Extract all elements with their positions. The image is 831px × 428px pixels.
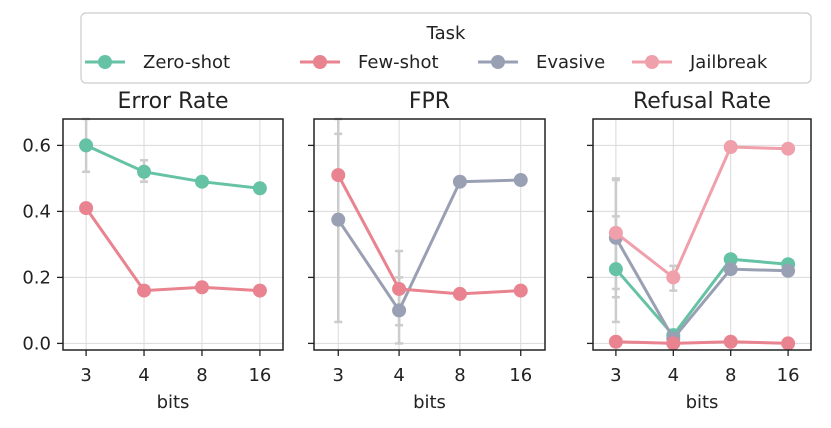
data-point-evasive [331, 212, 346, 227]
data-point-jailbreak [723, 140, 738, 155]
data-point-few-shot [194, 280, 209, 295]
x-tick-label: 4 [393, 365, 404, 386]
x-axis-label: bits [157, 392, 190, 413]
y-tick-label: 0.0 [22, 333, 51, 354]
data-point-jailbreak [608, 225, 623, 240]
y-tick-label: 0.6 [22, 135, 51, 156]
chart-panels: Error Rate 0.0 0.2 0.4 0.6 3 4 8 16 bits FPR 3 4 8 16 b… [22, 89, 812, 413]
legend-entry-evasive: Evasive [478, 52, 605, 73]
legend-label: Evasive [536, 52, 605, 73]
data-point-few-shot [79, 201, 94, 216]
data-point-zero-shot [137, 164, 152, 179]
series-line-few-shot [84, 207, 260, 293]
data-point-zero-shot [723, 252, 738, 267]
data-point-jailbreak [666, 270, 681, 285]
x-tick-label: 8 [454, 365, 465, 386]
x-tick-label: 3 [610, 365, 621, 386]
panel-title: Refusal Rate [633, 89, 771, 114]
data-point-zero-shot [79, 138, 94, 153]
x-tick-label: 3 [80, 365, 91, 386]
data-point-few-shot [723, 334, 738, 349]
x-tick-label: 16 [509, 365, 532, 386]
panel-refusal-rate: Refusal Rate 3 4 8 16 bits [587, 89, 812, 413]
series-line-evasive [337, 178, 521, 314]
axes-frame [313, 118, 546, 351]
y-tick-label: 0.4 [22, 201, 51, 222]
legend: Task Zero-shot Few-shot Evasive Jailbreak [80, 12, 812, 84]
x-tick-label: 8 [196, 365, 207, 386]
series-line-few-shot [615, 340, 789, 345]
data-point-few-shot [252, 283, 267, 298]
data-point-evasive [452, 174, 467, 189]
panel-title: FPR [409, 89, 450, 114]
data-point-zero-shot [252, 181, 267, 196]
data-point-evasive [723, 262, 738, 277]
data-point-few-shot [513, 283, 528, 298]
legend-frame [80, 12, 812, 84]
legend-marker [645, 55, 659, 69]
data-point-few-shot [452, 286, 467, 301]
legend-entry-zero-shot: Zero-shot [85, 52, 230, 73]
panel-fpr: FPR 3 4 8 16 bits [308, 89, 546, 413]
data-point-jailbreak [781, 141, 796, 156]
data-point-few-shot [666, 336, 681, 351]
legend-label: Jailbreak [689, 52, 768, 73]
legend-marker [491, 55, 505, 69]
series-line-jailbreak [614, 145, 789, 280]
x-tick-label: 3 [333, 365, 344, 386]
legend-label: Zero-shot [143, 52, 230, 73]
axes-frame [62, 118, 284, 351]
x-tick-label: 16 [777, 365, 800, 386]
series-line-zero-shot [85, 144, 261, 190]
series-line-few-shot [336, 174, 521, 296]
legend-entry-jailbreak: Jailbreak [632, 52, 768, 73]
data-point-few-shot [331, 168, 346, 183]
x-tick-label: 16 [248, 365, 271, 386]
x-axis-label: bits [686, 392, 719, 413]
legend-entry-few-shot: Few-shot [300, 52, 439, 73]
legend-marker [313, 55, 327, 69]
legend-title: Task [426, 23, 466, 44]
x-tick-label: 8 [725, 365, 736, 386]
data-point-evasive [392, 303, 407, 318]
data-point-few-shot [781, 336, 796, 351]
axes-frame [592, 118, 812, 351]
data-point-few-shot [608, 334, 623, 349]
data-point-evasive [513, 173, 528, 188]
legend-marker [98, 55, 112, 69]
data-point-few-shot [137, 283, 152, 298]
data-point-zero-shot [608, 262, 623, 277]
y-tick-label: 0.2 [22, 267, 51, 288]
legend-label: Few-shot [358, 52, 439, 73]
series-line-evasive [614, 237, 789, 342]
x-axis-label: bits [413, 392, 446, 413]
x-tick-label: 4 [668, 365, 679, 386]
data-point-zero-shot [194, 174, 209, 189]
panel-title: Error Rate [117, 89, 228, 114]
series-line-zero-shot [614, 257, 789, 338]
panel-error-rate: Error Rate 0.0 0.2 0.4 0.6 3 4 8 16 bits [22, 89, 284, 413]
data-point-evasive [781, 263, 796, 278]
x-tick-label: 4 [138, 365, 149, 386]
data-point-few-shot [392, 281, 407, 296]
legend-entries: Zero-shot Few-shot Evasive Jailbreak [85, 52, 768, 73]
